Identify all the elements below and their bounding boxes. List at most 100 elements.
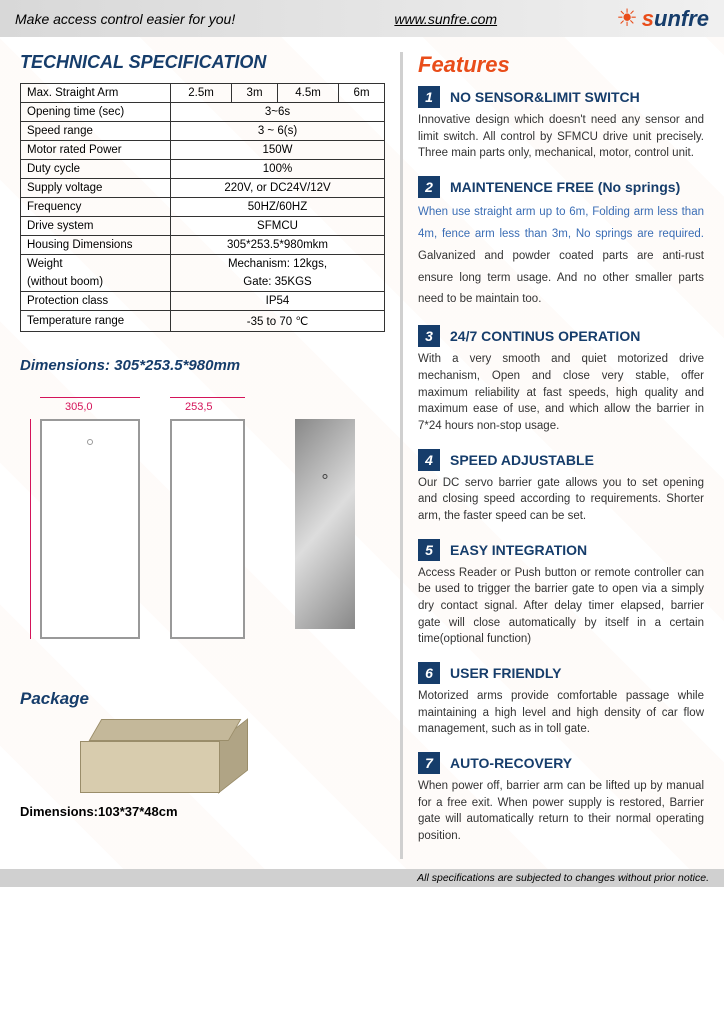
package-box-drawing — [80, 719, 250, 799]
features-title: Features — [418, 52, 704, 78]
front-view-box — [40, 419, 140, 639]
footer-bar: All specifications are subjected to chan… — [0, 869, 724, 887]
table-row: WeightMechanism: 12kgs, — [21, 255, 385, 274]
spec-table: Max. Straight Arm 2.5m 3m 4.5m 6m Openin… — [20, 83, 385, 332]
table-row: Drive systemSFMCU — [21, 217, 385, 236]
feature-item: 5 EASY INTEGRATION Access Reader or Push b… — [418, 539, 704, 648]
spec-val: 100% — [171, 160, 385, 179]
table-row: Supply voltage220V, or DC24V/12V — [21, 179, 385, 198]
feature-header: 3 24/7 CONTINUS OPERATION — [418, 325, 704, 347]
feature-header: 5 EASY INTEGRATION — [418, 539, 704, 561]
table-row: Frequency50HZ/60HZ — [21, 198, 385, 217]
feature-title: EASY INTEGRATION — [450, 542, 587, 558]
feature-item: 1NO SENSOR&LIMIT SWITCHInnovative design… — [418, 86, 704, 162]
feature-item: 2 MAINTENENCE FREE (No springs) When use s… — [418, 176, 704, 311]
spec-label: Weight — [21, 255, 171, 274]
spec-label: Max. Straight Arm — [21, 84, 171, 103]
feature-body: Access Reader or Push button or remote c… — [418, 565, 704, 648]
table-row: Protection classIP54 — [21, 292, 385, 311]
feature-number: 2 — [418, 176, 440, 198]
logo-text: sunfre — [642, 6, 709, 32]
table-row: Speed range3 ~ 6(s) — [21, 122, 385, 141]
spec-label: Duty cycle — [21, 160, 171, 179]
box-top — [89, 719, 242, 741]
cabinet-render — [295, 419, 355, 629]
feature-body: Our DC servo barrier gate allows you to … — [418, 475, 704, 525]
feature-item: 6 USER FRIENDLY Motorized arms provide com… — [418, 662, 704, 738]
spec-val: -35 to 70 ℃ — [171, 311, 385, 332]
dim-label-w1: 305,0 — [65, 401, 93, 413]
spec-title: TECHNICAL SPECIFICATION — [20, 52, 385, 73]
dimensions-title: Dimensions: 305*253.5*980mm — [20, 357, 385, 374]
logo-s: s — [642, 6, 654, 31]
spec-val: 6m — [339, 84, 385, 103]
table-row: Max. Straight Arm 2.5m 3m 4.5m 6m — [21, 84, 385, 103]
spec-val: 150W — [171, 141, 385, 160]
feature-item: 3 24/7 CONTINUS OPERATION With a very smoo… — [418, 325, 704, 434]
keyhole-icon — [323, 474, 328, 479]
feature-body: Motorized arms provide comfortable passa… — [418, 688, 704, 738]
keyhole-icon — [87, 439, 93, 445]
header-bar: Make access control easier for you! www.… — [0, 0, 724, 37]
package-title: Package — [20, 689, 385, 709]
tagline-text: Make access control easier for you! — [15, 11, 235, 27]
website-link[interactable]: www.sunfre.com — [394, 11, 497, 27]
spec-label: Drive system — [21, 217, 171, 236]
feature-number: 5 — [418, 539, 440, 561]
feature-body: When power off, barrier arm can be lifte… — [418, 778, 704, 845]
feature-title: MAINTENENCE FREE (No springs) — [450, 179, 680, 195]
dim-label-w2: 253,5 — [185, 401, 213, 413]
feature-body: When use straight arm up to 6m, Folding … — [418, 202, 704, 311]
spec-val: Mechanism: 12kgs, — [171, 255, 385, 274]
spec-label: Frequency — [21, 198, 171, 217]
spec-label: Supply voltage — [21, 179, 171, 198]
brand-logo: ☀ sunfre — [616, 4, 709, 33]
feature-header: 2 MAINTENENCE FREE (No springs) — [418, 176, 704, 198]
spec-val: 50HZ/60HZ — [171, 198, 385, 217]
spec-val: Gate: 35KGS — [171, 273, 385, 292]
table-row: Opening time (sec)3~6s — [21, 103, 385, 122]
main-content: TECHNICAL SPECIFICATION Max. Straight Ar… — [0, 37, 724, 869]
feature-item: 7 AUTO-RECOVERY When power off, barrier ar… — [418, 752, 704, 845]
spec-val: 3~6s — [171, 103, 385, 122]
left-column: TECHNICAL SPECIFICATION Max. Straight Ar… — [20, 52, 400, 859]
feature-item: 4 SPEED ADJUSTABLE Our DC servo barrier ga… — [418, 449, 704, 525]
spec-val: SFMCU — [171, 217, 385, 236]
logo-rest: unfre — [654, 6, 709, 31]
table-row: (without boom)Gate: 35KGS — [21, 273, 385, 292]
package-dimensions-text: Dimensions:103*37*48cm — [20, 804, 385, 819]
table-row: Housing Dimensions305*253.5*980mkm — [21, 236, 385, 255]
right-column: Features 1NO SENSOR&LIMIT SWITCHInnovati… — [400, 52, 704, 859]
feature-number: 6 — [418, 662, 440, 684]
dim-line — [40, 397, 140, 398]
dim-line — [170, 397, 245, 398]
side-view-box — [170, 419, 245, 639]
feature-title: USER FRIENDLY — [450, 665, 562, 681]
table-row: Motor rated Power150W — [21, 141, 385, 160]
spec-label: Temperature range — [21, 311, 171, 332]
feature-number: 7 — [418, 752, 440, 774]
feature-header: 4 SPEED ADJUSTABLE — [418, 449, 704, 471]
feature-body: Innovative design which doesn't need any… — [418, 112, 704, 162]
feature-number: 4 — [418, 449, 440, 471]
feature-title: SPEED ADJUSTABLE — [450, 452, 594, 468]
features-list: 1NO SENSOR&LIMIT SWITCHInnovative design… — [418, 86, 704, 845]
spec-val: IP54 — [171, 292, 385, 311]
dim-line — [30, 419, 31, 639]
box-front — [80, 741, 220, 793]
table-row: Temperature range-35 to 70 ℃ — [21, 311, 385, 332]
spec-label: Opening time (sec) — [21, 103, 171, 122]
feature-title: NO SENSOR&LIMIT SWITCH — [450, 89, 640, 105]
spec-label: Speed range — [21, 122, 171, 141]
feature-header: 7 AUTO-RECOVERY — [418, 752, 704, 774]
feature-number: 3 — [418, 325, 440, 347]
dimensions-drawing: 305,0 253,5 980,0 — [20, 389, 385, 669]
spec-val: 4.5m — [277, 84, 338, 103]
feature-body: With a very smooth and quiet motorized d… — [418, 351, 704, 434]
feature-title: 24/7 CONTINUS OPERATION — [450, 328, 640, 344]
feature-title: AUTO-RECOVERY — [450, 755, 572, 771]
spec-val: 220V, or DC24V/12V — [171, 179, 385, 198]
table-row: Duty cycle100% — [21, 160, 385, 179]
spec-label: Motor rated Power — [21, 141, 171, 160]
feature-header: 6 USER FRIENDLY — [418, 662, 704, 684]
